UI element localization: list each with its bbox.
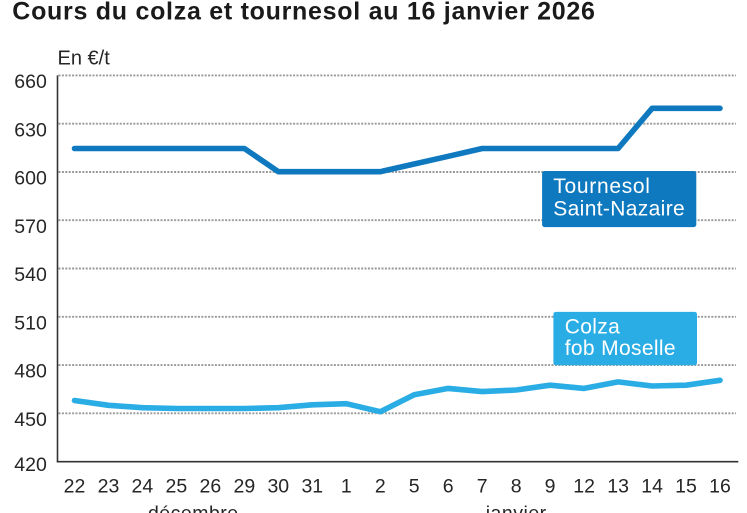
svg-text:30: 30 [267, 476, 289, 498]
svg-text:5: 5 [409, 476, 420, 498]
svg-text:En €/t: En €/t [58, 48, 111, 70]
svg-text:Tournesol: Tournesol [553, 175, 650, 198]
svg-text:décembre: décembre [148, 502, 239, 513]
svg-text:7: 7 [477, 476, 488, 498]
svg-text:540: 540 [14, 264, 47, 286]
svg-text:Saint-Nazaire: Saint-Nazaire [553, 197, 685, 220]
svg-text:13: 13 [607, 476, 629, 498]
svg-text:9: 9 [545, 476, 556, 498]
svg-text:12: 12 [573, 476, 595, 498]
svg-text:480: 480 [14, 361, 47, 383]
svg-text:31: 31 [301, 476, 323, 498]
svg-text:14: 14 [641, 476, 663, 498]
svg-text:26: 26 [200, 476, 222, 498]
svg-text:15: 15 [675, 476, 697, 498]
svg-text:24: 24 [132, 476, 154, 498]
svg-text:29: 29 [234, 476, 256, 498]
svg-text:1: 1 [341, 476, 352, 498]
svg-text:450: 450 [14, 409, 47, 431]
svg-text:22: 22 [64, 476, 86, 498]
svg-text:660: 660 [14, 71, 47, 93]
svg-text:630: 630 [14, 119, 47, 141]
svg-text:16: 16 [709, 476, 731, 498]
svg-text:6: 6 [443, 476, 454, 498]
svg-text:2: 2 [375, 476, 386, 498]
svg-text:janvier: janvier [485, 502, 547, 513]
svg-text:23: 23 [98, 476, 120, 498]
svg-text:570: 570 [14, 216, 47, 238]
svg-text:Colza: Colza [565, 315, 620, 338]
svg-text:420: 420 [14, 454, 47, 476]
svg-text:8: 8 [511, 476, 522, 498]
svg-text:25: 25 [166, 476, 188, 498]
svg-text:Cours du colza et tournesol au: Cours du colza et tournesol au 16 janvie… [12, 0, 595, 25]
svg-text:600: 600 [14, 168, 47, 190]
svg-text:510: 510 [14, 312, 47, 334]
svg-text:fob Moselle: fob Moselle [565, 337, 676, 360]
